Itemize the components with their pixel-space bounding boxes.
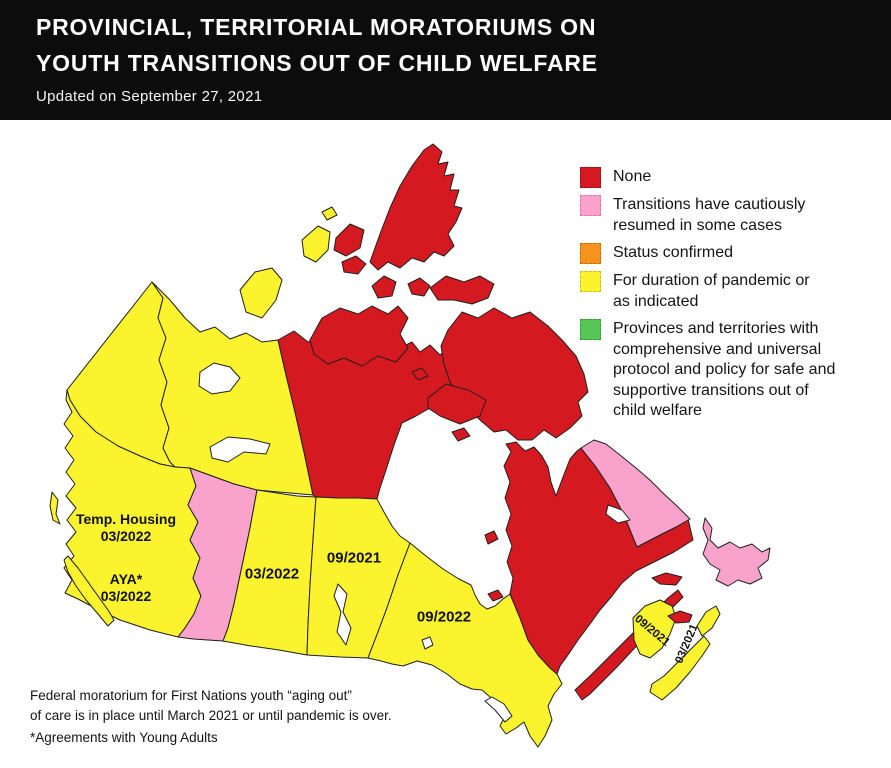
anticosti-island <box>651 572 683 586</box>
devon-island <box>429 275 495 305</box>
label-bc-temp-housing: Temp. Housing 03/2022 <box>75 511 177 544</box>
region-saskatchewan <box>222 489 317 656</box>
borden-island <box>333 223 365 257</box>
label-bc-aya: AYA* 03/2022 <box>100 571 152 604</box>
legend-item-status-confirmed: Status confirmed <box>580 243 870 264</box>
page-title-line1: PROVINCIAL, TERRITORIAL MORATORIUMS ON <box>36 14 597 40</box>
label-saskatchewan: 03/2022 <box>244 565 300 583</box>
legend-swatch-green <box>580 319 601 340</box>
page-title-line2: YOUTH TRANSITIONS OUT OF CHILD WELFARE <box>36 50 598 76</box>
small-nwt-island <box>321 206 338 221</box>
legend: None Transitions have cautiously resumed… <box>580 167 870 429</box>
melville-island <box>301 225 331 263</box>
haida-gwaii <box>49 491 61 525</box>
region-nova-scotia <box>649 635 711 701</box>
legend-item-comprehensive-protocol: Provinces and territories with comprehen… <box>580 319 870 422</box>
header-banner: PROVINCIAL, TERRITORIAL MORATORIUMS ON Y… <box>0 0 891 120</box>
region-ontario <box>367 542 563 748</box>
legend-label: Transitions have cautiously resumed in s… <box>613 196 806 234</box>
great-slave-lake <box>209 436 271 463</box>
lake-nipigon <box>421 636 434 650</box>
legend-swatch-pink <box>580 195 601 216</box>
lake-melville-inlet <box>605 504 631 524</box>
vancouver-island <box>63 555 115 627</box>
region-prince-edward-island <box>667 610 693 624</box>
southampton-island <box>427 383 487 425</box>
ellesmere-island <box>369 143 463 271</box>
legend-swatch-orange <box>580 243 601 264</box>
legend-item-transitions-resumed: Transitions have cautiously resumed in s… <box>580 195 870 236</box>
lake-winnipeg <box>333 583 352 646</box>
legend-item-duration-pandemic: For duration of pandemic or as indicated <box>580 271 870 312</box>
victoria-island <box>309 305 409 367</box>
king-william-island <box>411 367 429 381</box>
prince-of-wales-island <box>371 275 397 299</box>
legend-swatch-red <box>580 167 601 188</box>
region-british-columbia <box>63 389 202 638</box>
updated-date: Updated on September 27, 2021 <box>36 88 263 105</box>
region-newfoundland-island <box>702 517 771 587</box>
legend-label: Status confirmed <box>613 244 734 261</box>
akimiski-island <box>487 589 504 602</box>
banks-island <box>239 267 283 319</box>
region-labrador <box>580 439 691 548</box>
legend-item-none: None <box>580 167 870 188</box>
cape-breton-island <box>696 605 721 637</box>
coats-island <box>451 427 471 442</box>
legend-label: For duration of pandemic or as indicated <box>613 272 810 310</box>
label-manitoba: 09/2021 <box>326 549 382 567</box>
label-ontario: 09/2022 <box>416 608 472 626</box>
footnote-federal-moratorium: Federal moratorium for First Nations you… <box>30 688 392 723</box>
footnote-aya-definition: *Agreements with Young Adults <box>30 730 218 745</box>
region-new-brunswick <box>632 599 677 659</box>
legend-label: None <box>613 168 652 185</box>
great-bear-lake <box>198 362 241 395</box>
legend-swatch-yellow <box>580 271 601 292</box>
belcher-islands <box>484 530 499 545</box>
mackenzie-king-island <box>341 255 367 275</box>
legend-label: Provinces and territories with comprehen… <box>613 320 836 419</box>
somerset-island <box>407 277 431 297</box>
label-british-columbia: Temp. Housing 03/2022 AYA* 03/2022 <box>60 494 192 622</box>
georgian-bay <box>484 696 513 723</box>
